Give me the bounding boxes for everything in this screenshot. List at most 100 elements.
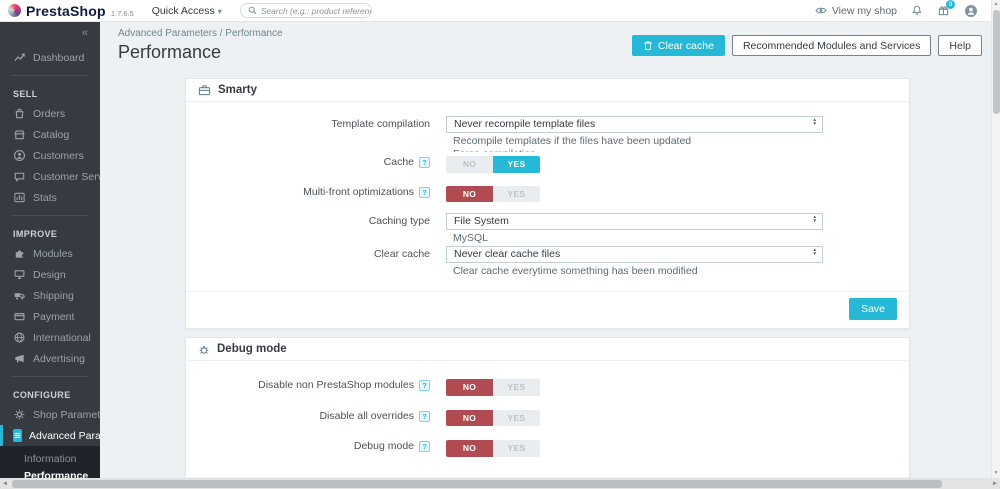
recommended-modules-label: Recommended Modules and Services	[742, 39, 921, 52]
clear-cache-option: Clear cache everytime something has been…	[453, 265, 698, 277]
horizontal-scrollbar[interactable]: ◄ ►	[0, 478, 1000, 489]
sidebar-item-label: Dashboard	[33, 51, 85, 64]
sidebar-item-stats[interactable]: Stats	[0, 187, 100, 208]
trash-icon	[644, 41, 652, 50]
disable-modules-switch-yes[interactable]: YES	[493, 379, 540, 396]
advanced-parameters-submenu: Information Performance Administration E…	[0, 446, 100, 478]
bell-icon	[912, 5, 922, 15]
sidebar-item-label: International	[33, 331, 91, 344]
bug-icon	[199, 345, 209, 354]
scroll-left-arrow-icon[interactable]: ◄	[2, 480, 8, 487]
clear-cache-row-label: Clear cache	[373, 248, 430, 260]
multifront-switch-yes[interactable]: YES	[493, 185, 540, 202]
prestashop-logo-icon	[8, 4, 21, 17]
sidebar-item-international[interactable]: International	[0, 327, 100, 348]
sidebar-collapse-button[interactable]: «	[81, 27, 88, 39]
sidebar-item-label: Customers	[33, 149, 84, 162]
advanced-parameters-icon	[13, 429, 22, 442]
sidebar-item-orders[interactable]: Orders	[0, 103, 100, 124]
sidebar-item-label: Design	[33, 268, 66, 281]
debug-mode-switch-no[interactable]: NO	[446, 440, 493, 457]
orders-icon	[15, 108, 24, 119]
sidebar-item-customer-service[interactable]: Customer Service	[0, 166, 100, 187]
smarty-save-button[interactable]: Save	[849, 298, 897, 320]
sidebar-item-modules[interactable]: Modules	[0, 243, 100, 264]
vertical-scrollbar-thumb[interactable]	[993, 10, 1000, 114]
smarty-panel-header: Smarty	[186, 79, 909, 102]
debug-mode-switch: NO YES	[446, 440, 540, 457]
search-icon	[248, 6, 256, 15]
help-button[interactable]: Help	[938, 35, 982, 56]
debug-mode-help-icon[interactable]: ?	[419, 441, 430, 452]
page-header-actions: Clear cache Recommended Modules and Serv…	[631, 35, 982, 56]
scroll-up-arrow-icon[interactable]: ▲	[993, 1, 999, 7]
clear-cache-button[interactable]: Clear cache	[631, 35, 725, 56]
sidebar-item-dashboard[interactable]: Dashboard	[0, 47, 100, 68]
smarty-panel-title: Smarty	[218, 84, 257, 96]
debug-mode-switch-yes[interactable]: YES	[493, 440, 540, 457]
quick-access-label: Quick Access	[151, 4, 215, 17]
disable-overrides-label: Disable all overrides ?	[186, 408, 446, 425]
top-bar: PrestaShop 1.7.6.5 Quick Access ▾ View m…	[0, 0, 992, 22]
horizontal-scrollbar-thumb[interactable]	[12, 479, 942, 488]
cache-switch-no[interactable]: NO	[446, 156, 493, 173]
account-button[interactable]	[964, 4, 978, 18]
sidebar-item-shipping[interactable]: Shipping	[0, 285, 100, 306]
view-my-shop-label: View my shop	[831, 4, 897, 17]
disable-overrides-switch-no[interactable]: NO	[446, 409, 493, 426]
cache-row: Cache ? NO YES	[186, 154, 909, 173]
sidebar-item-advertising[interactable]: Advertising	[0, 348, 100, 369]
disable-overrides-switch-yes[interactable]: YES	[493, 409, 540, 426]
store-icon	[14, 130, 25, 140]
caching-type-select[interactable]: File System ▲ ▼	[446, 213, 823, 230]
view-my-shop-link[interactable]: View my shop	[815, 5, 897, 17]
submenu-item-performance[interactable]: Performance	[24, 469, 89, 479]
sidebar-item-customers[interactable]: Customers	[0, 145, 100, 166]
sidebar-item-advanced-parameters[interactable]: Advanced Parameters ^	[0, 425, 100, 446]
notifications-button[interactable]	[911, 4, 923, 17]
template-compilation-select[interactable]: Never recompile template files ▲ ▼	[446, 116, 823, 133]
recommended-modules-button[interactable]: Recommended Modules and Services	[731, 35, 932, 56]
select-arrows-icon: ▲ ▼	[812, 117, 817, 126]
disable-overrides-help-icon[interactable]: ?	[419, 410, 430, 422]
sidebar-item-design[interactable]: Design	[0, 264, 100, 285]
sidebar-item-label: Advertising	[33, 352, 85, 365]
credit-card-icon	[14, 312, 25, 321]
quick-access-menu[interactable]: Quick Access ▾	[152, 5, 222, 17]
dashboard-icon	[14, 53, 25, 62]
sidebar-item-payment[interactable]: Payment	[0, 306, 100, 327]
cache-switch: NO YES	[446, 156, 540, 173]
cache-help-icon[interactable]: ?	[419, 157, 430, 168]
cache-label: Cache ?	[186, 154, 446, 171]
multifront-help-icon[interactable]: ?	[419, 186, 430, 198]
cache-switch-yes[interactable]: YES	[493, 156, 540, 173]
debug-panel-body: Disable non PrestaShop modules ? NO YES …	[186, 361, 909, 477]
multifront-switch-no[interactable]: NO	[446, 185, 493, 202]
sidebar-item-shop-parameters[interactable]: Shop Parameters	[0, 404, 100, 425]
sidebar-item-label: Orders	[33, 107, 66, 120]
sidebar-item-catalog[interactable]: Catalog	[0, 124, 100, 145]
clear-cache-select[interactable]: Never clear cache files ▲ ▼	[446, 246, 823, 263]
stats-icon	[14, 192, 25, 203]
sidebar-section-improve: IMPROVE	[13, 229, 58, 239]
global-search[interactable]	[239, 3, 372, 18]
vertical-scrollbar[interactable]: ▲ ▼	[991, 0, 1000, 478]
disable-modules-help-icon[interactable]: ?	[419, 380, 430, 391]
prestashop-logo[interactable]: PrestaShop 1.7.6.5	[8, 3, 134, 19]
caching-type-option: MySQL	[453, 232, 489, 244]
disable-modules-switch-no[interactable]: NO	[446, 379, 493, 396]
sidebar-section-configure: CONFIGURE	[13, 390, 71, 400]
disable-modules-row: Disable non PrestaShop modules ? NO YES	[186, 377, 909, 396]
search-input[interactable]	[260, 5, 371, 16]
sidebar-item-label: Shipping	[33, 289, 74, 302]
announcements-button[interactable]: 9	[937, 0, 955, 17]
scroll-right-arrow-icon[interactable]: ►	[992, 480, 998, 487]
main-content: Advanced Parameters / Performance Perfor…	[100, 22, 992, 478]
submenu-item-information[interactable]: Information	[24, 452, 77, 465]
scroll-down-arrow-icon[interactable]: ▼	[993, 470, 999, 476]
chat-bubble-icon	[14, 172, 25, 183]
megaphone-icon	[15, 354, 24, 363]
caching-type-row: Caching type File System ▲ ▼ MySQL	[186, 213, 909, 244]
sidebar-item-label: Customer Service	[33, 170, 100, 183]
debug-mode-row: Debug mode ? NO YES	[186, 438, 909, 457]
